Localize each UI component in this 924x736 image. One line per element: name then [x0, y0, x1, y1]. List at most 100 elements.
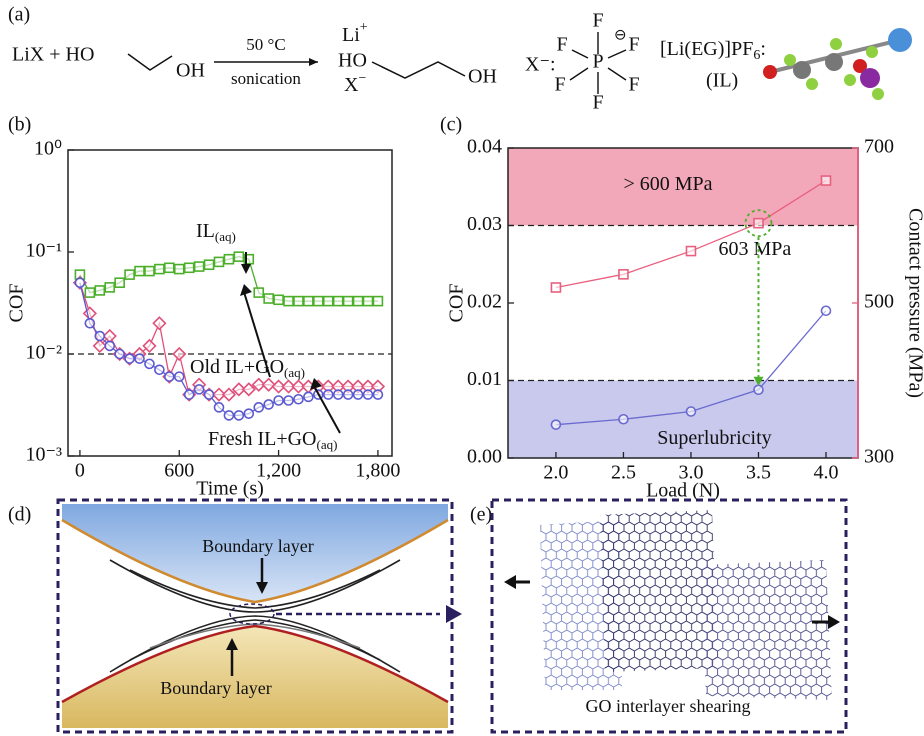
marker — [754, 219, 763, 228]
atom: X — [344, 74, 359, 96]
y-tick-label: 0.01 — [467, 368, 502, 390]
y-tick-label: 0.02 — [467, 291, 502, 313]
marker — [195, 385, 204, 394]
panel-label: (d) — [8, 504, 31, 526]
formula: [Li(EG)]PF — [660, 38, 753, 60]
marker — [155, 265, 164, 274]
marker — [254, 403, 263, 412]
series-name: IL — [196, 220, 215, 242]
marker — [294, 395, 303, 404]
marker — [294, 297, 303, 306]
charge: − — [358, 71, 366, 86]
marker — [115, 278, 124, 287]
marker — [334, 390, 343, 399]
panel-label: (a) — [8, 4, 30, 26]
diagram-label: Boundary layer — [202, 536, 313, 556]
marker — [264, 400, 273, 409]
marker — [284, 297, 293, 306]
condition: 50 °C — [246, 35, 285, 54]
formula: OH — [468, 66, 497, 88]
marker — [175, 372, 184, 381]
marker — [551, 283, 560, 292]
y-tick-label: 0.03 — [467, 213, 502, 235]
marker — [84, 307, 96, 319]
marker — [264, 294, 273, 303]
formula: HO — [338, 50, 367, 72]
marker — [363, 297, 372, 306]
y2-tick-label: 500 — [864, 291, 894, 313]
series-name-sub: (aq) — [317, 437, 338, 452]
y-axis-label: COF — [6, 284, 28, 323]
y-tick-label: 10⁻³ — [25, 444, 62, 466]
marker — [75, 278, 84, 287]
atom: F — [554, 74, 565, 96]
marker — [165, 263, 174, 272]
annotation: > 600 MPa — [623, 173, 712, 195]
marker — [175, 265, 184, 274]
y2-axis-label: Contact pressure (MPa) — [904, 208, 924, 398]
x-tick-label: 2.5 — [611, 462, 636, 484]
marker — [324, 297, 333, 306]
formula: X⁻: — [525, 54, 556, 76]
atom: F — [628, 74, 639, 96]
atom: P — [592, 51, 603, 73]
marker — [145, 267, 154, 276]
x-tick-label: 4.0 — [813, 462, 838, 484]
charge: + — [360, 20, 368, 35]
atom: F — [592, 10, 603, 32]
marker — [145, 359, 154, 368]
x-axis-label: Load (N) — [646, 480, 720, 502]
y-tick-label: 10⁻² — [25, 342, 62, 364]
marker — [195, 262, 204, 271]
atom: F — [592, 92, 603, 114]
marker — [354, 390, 363, 399]
arrow-head — [309, 58, 318, 66]
y-axis-label: COF — [446, 284, 468, 323]
marker — [234, 252, 243, 261]
marker — [551, 420, 560, 429]
marker — [344, 390, 353, 399]
atom: F — [556, 34, 567, 56]
marker — [214, 257, 223, 266]
x-tick-label: 2.0 — [543, 462, 568, 484]
diagram-label: GO interlayer shearing — [586, 696, 751, 716]
marker — [314, 297, 323, 306]
series-name-sub: (aq) — [215, 229, 236, 244]
diagram-label: Boundary layer — [160, 678, 271, 698]
marker — [244, 409, 253, 418]
marker — [373, 297, 382, 306]
marker — [115, 350, 124, 359]
formula: OH — [176, 60, 205, 82]
y-tick-label: 10⁻¹ — [25, 240, 62, 262]
y-tick-label: 0.00 — [467, 446, 502, 468]
marker — [354, 297, 363, 306]
annotation: Superlubricity — [657, 427, 771, 449]
diagram-d: Boundary layer Boundary layer — [58, 500, 462, 732]
reaction-scheme: LiX + HO OH 50 °C sonication Li+ HO X− O… — [12, 10, 912, 114]
marker — [135, 267, 144, 276]
marker — [85, 319, 94, 328]
formula: (IL) — [706, 70, 738, 92]
formula: Li+ — [342, 20, 368, 45]
x-tick-label: 3.5 — [746, 462, 771, 484]
marker — [373, 390, 382, 399]
marker — [324, 390, 333, 399]
pointer-head — [240, 284, 252, 296]
marker — [254, 288, 263, 297]
marker — [125, 354, 134, 363]
condition: sonication — [231, 69, 301, 88]
marker — [205, 260, 214, 269]
marker — [263, 379, 275, 391]
marker — [105, 283, 114, 292]
marker — [135, 354, 144, 363]
annotation: 603 MPa — [718, 238, 791, 260]
y2-tick-label: 700 — [864, 136, 894, 158]
marker — [821, 306, 830, 315]
marker — [686, 247, 695, 256]
marker — [224, 255, 233, 264]
marker — [234, 411, 243, 420]
marker — [125, 270, 134, 279]
subscript: 6 — [753, 48, 760, 63]
marker — [173, 348, 185, 360]
